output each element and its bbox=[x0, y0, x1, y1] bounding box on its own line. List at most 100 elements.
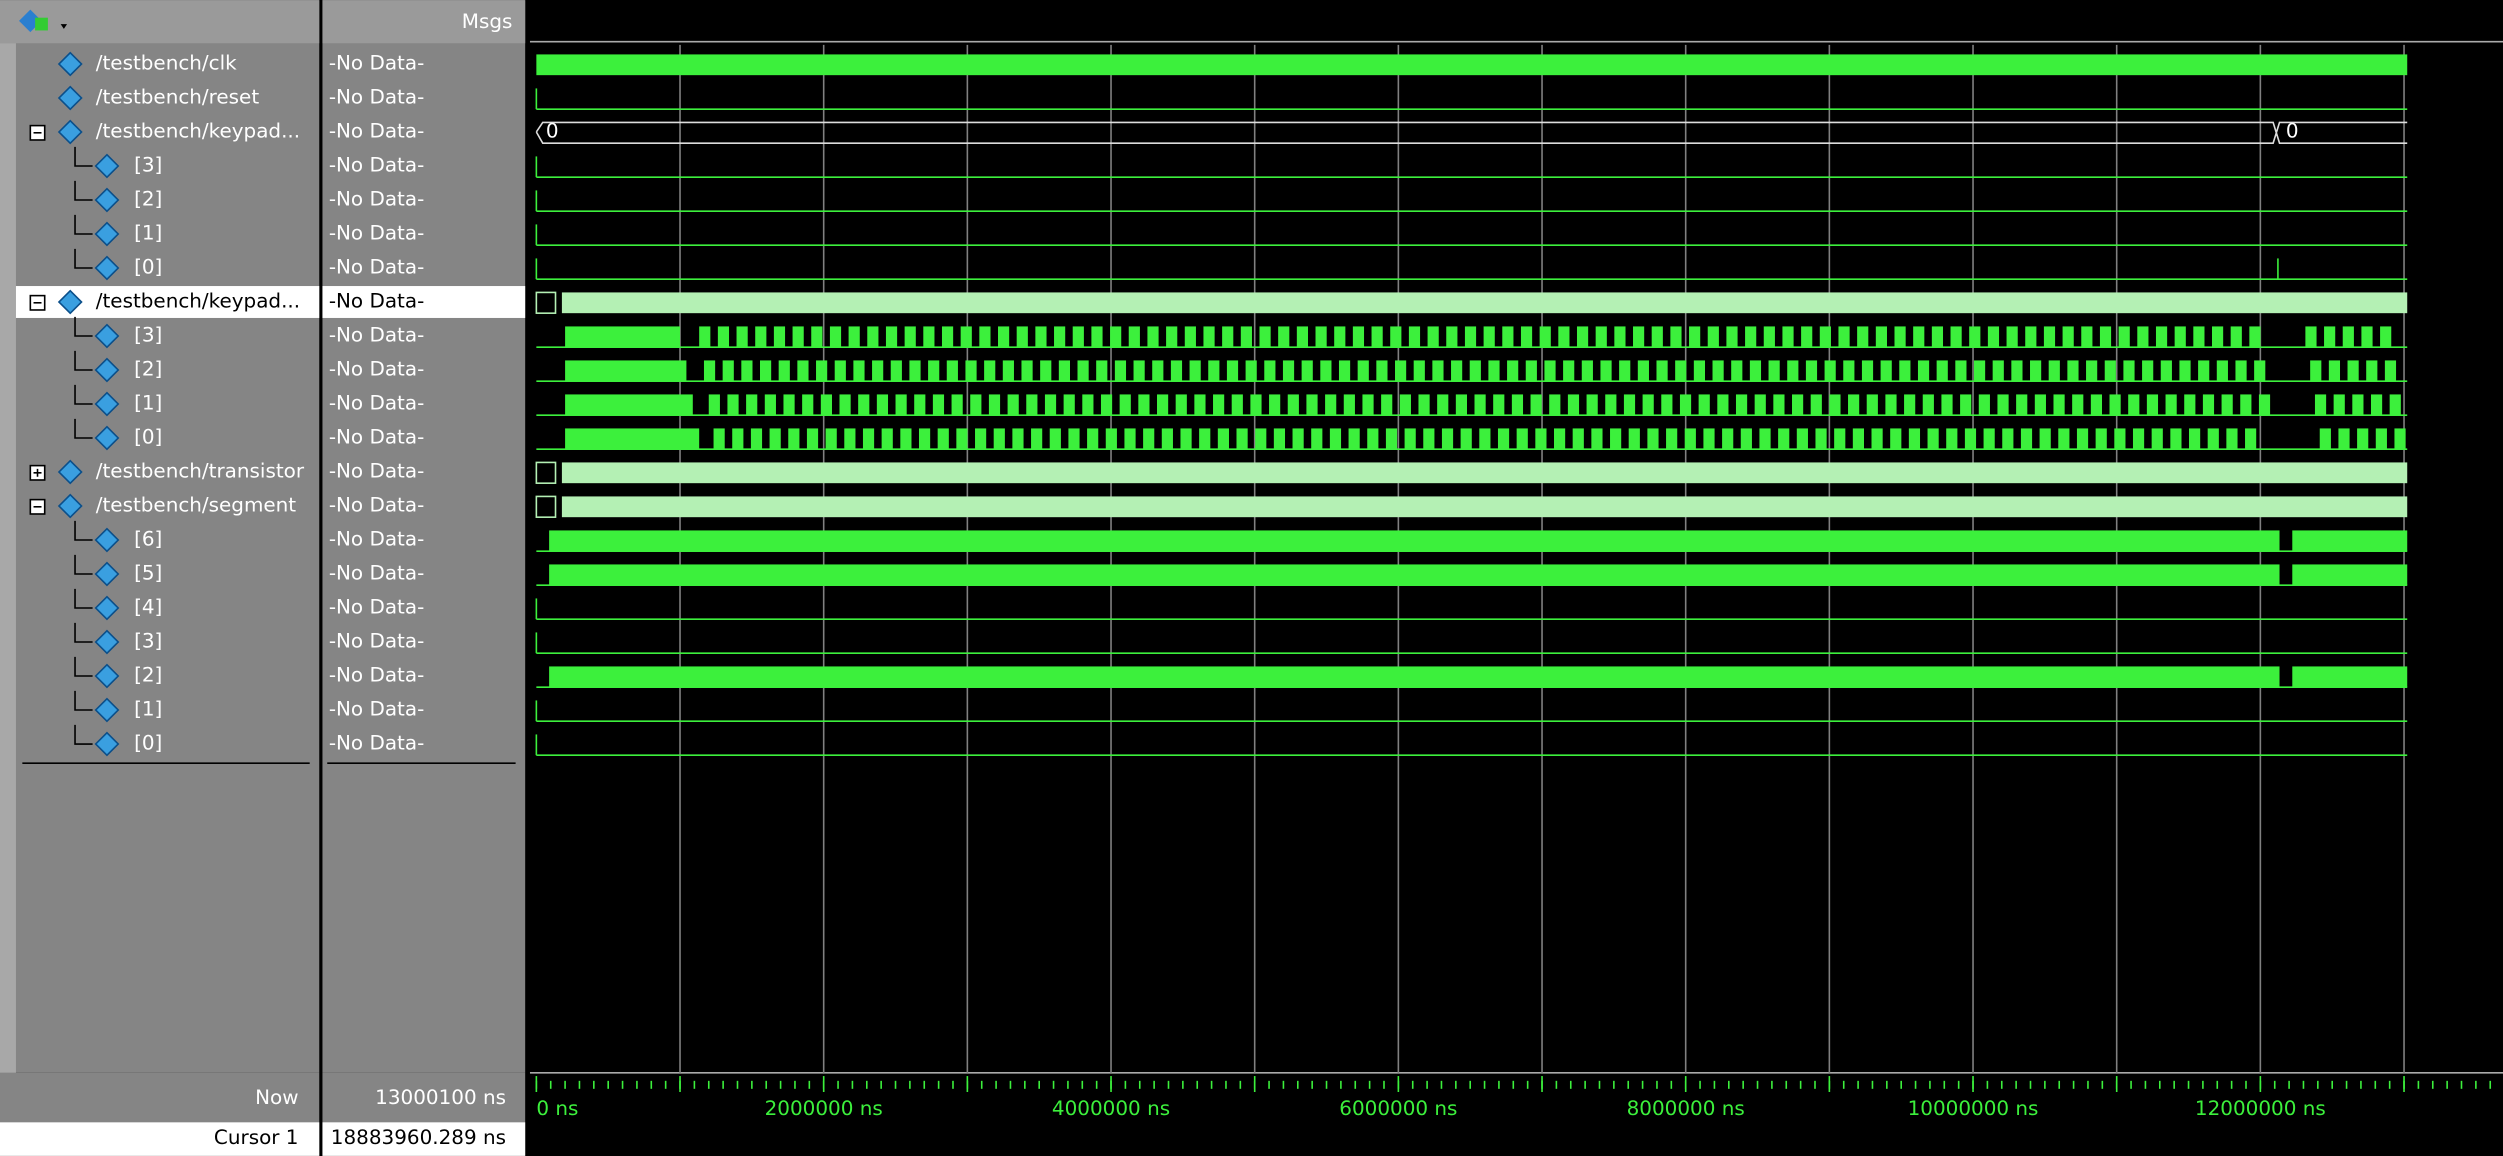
wave-high bbox=[2384, 360, 2397, 382]
wave-high bbox=[872, 360, 884, 382]
signal-name[interactable]: /testbench/keypad... bbox=[96, 288, 300, 312]
signal-name[interactable]: [3] bbox=[134, 629, 162, 653]
wave-high bbox=[1184, 326, 1196, 348]
wave-high bbox=[2081, 326, 2093, 348]
wave-high bbox=[1544, 360, 1556, 382]
wave-high bbox=[1581, 360, 1593, 382]
msgs-header bbox=[322, 0, 526, 44]
signal-name[interactable]: [4] bbox=[134, 595, 162, 619]
wave-high bbox=[1591, 428, 1603, 450]
wave-high bbox=[1395, 360, 1407, 382]
signal-name[interactable]: [6] bbox=[134, 527, 162, 551]
wave-high bbox=[713, 428, 725, 450]
signal-value: -No Data- bbox=[329, 288, 424, 312]
wave-high bbox=[750, 428, 763, 450]
wave-high bbox=[1493, 394, 1505, 416]
signal-name[interactable]: [1] bbox=[134, 391, 162, 415]
wave-high bbox=[2016, 394, 2028, 416]
signal-name[interactable]: [2] bbox=[134, 357, 162, 381]
wave-high bbox=[1110, 326, 1122, 348]
wave-high bbox=[1525, 360, 1537, 382]
wave-high bbox=[1805, 360, 1818, 382]
wave-high bbox=[1960, 394, 1972, 416]
wave-high bbox=[1082, 394, 1094, 416]
wave-high bbox=[1451, 360, 1463, 382]
signal-name[interactable]: [3] bbox=[134, 152, 162, 176]
signal-name[interactable]: [1] bbox=[134, 697, 162, 721]
wave-high bbox=[1488, 360, 1500, 382]
wave-high bbox=[1166, 326, 1178, 348]
signal-name[interactable]: [2] bbox=[134, 663, 162, 687]
wave-high bbox=[783, 394, 795, 416]
wave-high bbox=[1861, 360, 1874, 382]
signal-value: -No Data- bbox=[329, 527, 424, 551]
wave-high bbox=[1955, 360, 1967, 382]
tree-line bbox=[74, 622, 93, 643]
wave-high bbox=[1096, 360, 1108, 382]
wave-high bbox=[1946, 428, 1958, 450]
signal-name[interactable]: /testbench/keypad... bbox=[96, 118, 300, 142]
wave-high bbox=[858, 394, 870, 416]
wave-high bbox=[717, 326, 730, 348]
wave-high bbox=[1226, 360, 1239, 382]
signal-name[interactable]: [5] bbox=[134, 561, 162, 585]
wave-high bbox=[1731, 360, 1743, 382]
wave-high bbox=[2034, 394, 2046, 416]
signal-name[interactable]: [0] bbox=[134, 731, 162, 755]
wave-bus bbox=[561, 292, 2408, 314]
wave-high bbox=[1549, 394, 1561, 416]
wave-high bbox=[1143, 428, 1155, 450]
signal-value: -No Data- bbox=[329, 425, 424, 449]
signal-icon bbox=[94, 595, 120, 621]
signal-name[interactable]: /testbench/reset bbox=[96, 84, 260, 108]
wave-high bbox=[1040, 360, 1052, 382]
signal-name[interactable]: [0] bbox=[134, 425, 162, 449]
wave-high bbox=[1502, 326, 1514, 348]
wave-high bbox=[1077, 360, 1089, 382]
signal-name[interactable]: [2] bbox=[134, 186, 162, 210]
signal-value: -No Data- bbox=[329, 697, 424, 721]
signal-name[interactable]: /testbench/transistor bbox=[96, 459, 305, 483]
wave-high bbox=[1931, 326, 1944, 348]
wave-high bbox=[1857, 326, 1869, 348]
wave-high bbox=[1670, 326, 1682, 348]
signal-name[interactable]: [3] bbox=[134, 323, 162, 347]
wave-bus bbox=[535, 461, 557, 484]
wave-high bbox=[829, 326, 842, 348]
wave-high bbox=[2039, 428, 2051, 450]
signal-name[interactable]: /testbench/clk bbox=[96, 50, 237, 74]
wave-high bbox=[1866, 394, 1878, 416]
wave-high bbox=[1175, 394, 1187, 416]
msgs-title: Msgs bbox=[462, 9, 513, 33]
signal-name[interactable]: /testbench/segment bbox=[96, 493, 297, 517]
wave-high bbox=[951, 394, 963, 416]
wave-high bbox=[1558, 326, 1570, 348]
wave-high bbox=[2095, 428, 2107, 450]
wave-high bbox=[769, 428, 781, 450]
wave-high bbox=[1483, 326, 1495, 348]
wave-high bbox=[2207, 428, 2219, 450]
wave-high bbox=[2258, 394, 2271, 416]
signal-name[interactable]: [1] bbox=[134, 220, 162, 244]
wave-high bbox=[1063, 394, 1075, 416]
wave-high bbox=[2394, 428, 2406, 450]
signal-icon bbox=[94, 221, 120, 247]
wave-high bbox=[1138, 394, 1150, 416]
wave-high bbox=[1572, 428, 1584, 450]
tree-line bbox=[74, 350, 93, 371]
wave-high bbox=[2305, 326, 2317, 348]
toolbar-icon[interactable] bbox=[19, 9, 68, 33]
wave-high bbox=[2389, 394, 2401, 416]
wave-high bbox=[1329, 428, 1342, 450]
wave-high bbox=[2292, 530, 2408, 552]
signal-name[interactable]: [0] bbox=[134, 254, 162, 278]
wave-high bbox=[1371, 326, 1383, 348]
wave-high bbox=[699, 326, 711, 348]
wave-high bbox=[1170, 360, 1183, 382]
wave-high bbox=[2132, 428, 2145, 450]
signal-icon bbox=[94, 663, 120, 689]
wave-high bbox=[1792, 394, 1804, 416]
time-tick-label: 8000000 ns bbox=[1627, 1096, 1745, 1120]
wave-high bbox=[2165, 394, 2177, 416]
wave-high bbox=[2245, 428, 2257, 450]
